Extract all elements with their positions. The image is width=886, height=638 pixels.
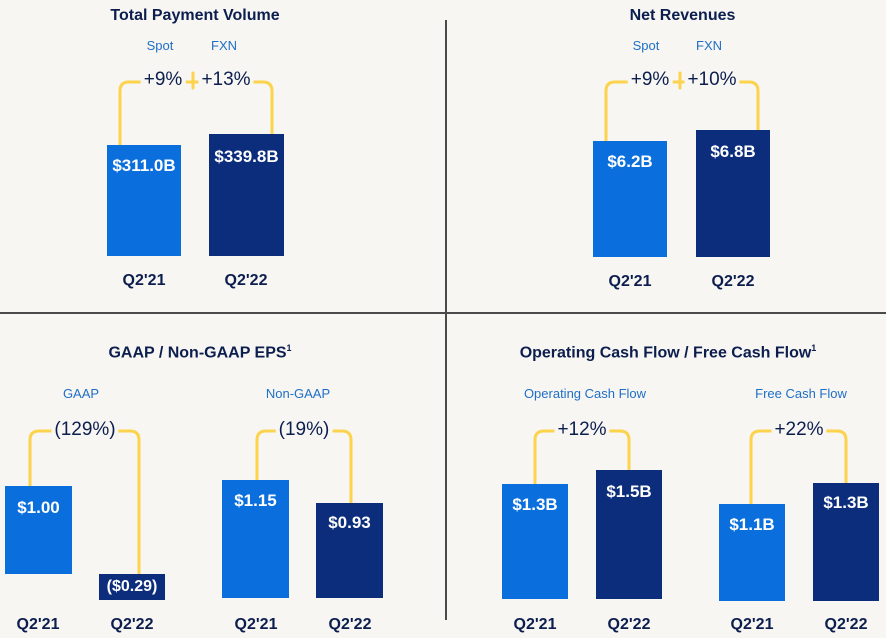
sublabel-gaap: GAAP [62,386,100,401]
change-gaap: (129%) [51,419,119,441]
bar-fcf-q2-21: $1.1B [719,504,785,601]
bar-revenue-q2-22: $6.8B [696,130,770,257]
sublabel-free-cash-flow: Free Cash Flow [755,386,847,401]
sublabel-operating-cash-flow: Operating Cash Flow [523,386,647,401]
panel-title-tpv: Total Payment Volume [110,7,280,24]
bar-value-label: $1.15 [234,491,277,510]
x-tick-rev-q2-22: Q2'22 [711,273,755,290]
bar-fcf-q2-22: $1.3B [813,483,879,601]
x-tick-rev-q2-21: Q2'21 [608,273,652,290]
x-tick-gaap-q2-22: Q2'22 [110,616,154,633]
change-rev-fxn: +10% [684,69,740,91]
x-tick-tpv-q2-22: Q2'22 [224,272,268,289]
sublabel-rev-fxn: FXN [696,38,722,53]
change-tpv-fxn: +13% [198,69,254,91]
x-tick-gaap-q2-21: Q2'21 [16,616,60,633]
bar-value-label: $1.5B [606,482,652,501]
panel-title-revenue: Net Revenues [629,7,736,24]
bar-gaap-q2-21: $1.00 [5,486,72,574]
sublabel-rev-spot: Spot [632,38,660,53]
bar-value-label: $311.0B [112,156,176,175]
x-tick-fcf-q2-21: Q2'21 [730,616,774,633]
sublabel-tpv-spot: Spot [146,38,174,53]
bar-value-label: $1.1B [729,515,775,534]
bar-value-label: $0.93 [328,513,371,532]
bar-value-label: $6.2B [607,152,653,171]
bar-gaap-q2-22: ($0.29) [99,574,165,600]
sublabel-non-gaap: Non-GAAP [265,386,331,401]
bar-tpv-q2-22: $339.8B [209,134,284,256]
bar-value-label: $1.3B [512,495,558,514]
bar-tpv-q2-21: $311.0B [107,145,181,256]
panel-title-cashflow: Operating Cash Flow / Free Cash Flow1 [519,343,817,362]
x-tick-non-gaap-q2-21: Q2'21 [234,616,278,633]
horizontal-divider [0,312,886,314]
change-operating-cash-flow: +12% [554,419,610,441]
bar-value-label: $339.8B [214,147,279,166]
bar-non-gaap-q2-22: $0.93 [316,503,383,598]
bar-ocf-q2-21: $1.3B [502,484,568,599]
bar-value-label: $6.8B [710,142,756,161]
bar-non-gaap-q2-21: $1.15 [222,480,289,598]
vertical-divider [445,20,447,620]
change-free-cash-flow: +22% [771,419,827,441]
bar-value-label: $1.3B [823,493,869,512]
x-tick-ocf-q2-21: Q2'21 [513,616,557,633]
bar-revenue-q2-21: $6.2B [593,141,667,257]
panel-title-eps: GAAP / Non-GAAP EPS1 [108,343,292,362]
bracket-tpv [118,80,274,147]
sublabel-tpv-fxn: FXN [211,38,237,53]
change-non-gaap: (19%) [275,419,333,441]
x-tick-non-gaap-q2-22: Q2'22 [328,616,372,633]
change-tpv-spot: +9% [140,69,186,91]
change-rev-spot: +9% [627,69,673,91]
x-tick-ocf-q2-22: Q2'22 [607,616,651,633]
x-tick-fcf-q2-22: Q2'22 [824,616,868,633]
bar-value-label: $1.00 [17,498,60,517]
x-tick-tpv-q2-21: Q2'21 [122,272,166,289]
bracket-revenue [604,80,760,143]
bar-ocf-q2-22: $1.5B [596,470,662,599]
